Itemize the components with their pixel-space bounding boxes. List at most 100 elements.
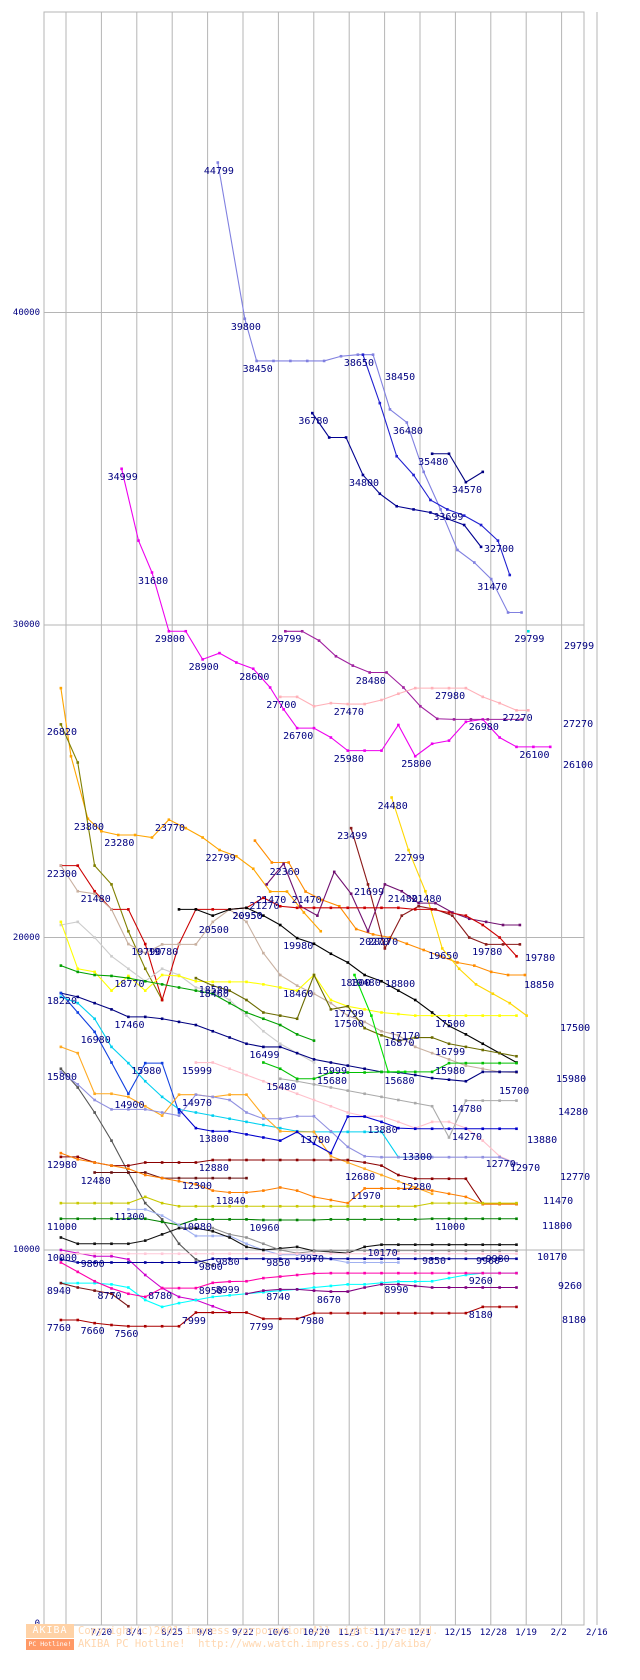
series-point	[76, 889, 80, 893]
series-point	[76, 1158, 80, 1161]
data-point-label: 19780	[525, 953, 556, 964]
series-point	[402, 686, 405, 689]
series-point	[447, 1127, 451, 1131]
data-point-label: 11000	[46, 1221, 77, 1233]
series-point	[194, 943, 198, 946]
series-point	[363, 973, 366, 977]
series-point	[93, 1001, 96, 1005]
series-point	[429, 511, 432, 514]
x-axis-tick-label: 7/20	[90, 1628, 113, 1638]
series-point	[110, 1217, 113, 1221]
series-point	[76, 970, 80, 974]
series-point	[278, 1067, 282, 1071]
data-point-label: 15700	[499, 1086, 530, 1097]
series-point	[295, 1317, 299, 1321]
series-point	[278, 1126, 282, 1130]
series-point	[413, 1252, 417, 1256]
series-point	[194, 1286, 198, 1290]
series-point	[464, 1249, 468, 1252]
data-point-label: 27270	[502, 713, 533, 725]
series-point	[397, 1034, 400, 1037]
data-point-label: 16499	[249, 1049, 280, 1061]
series-point	[349, 892, 353, 896]
series-line	[432, 453, 484, 483]
series-point	[413, 1311, 417, 1315]
series-point	[177, 986, 181, 989]
series-point	[321, 898, 324, 902]
series-point	[295, 695, 299, 699]
series-point	[380, 1034, 383, 1037]
series-point	[295, 1158, 299, 1162]
series-point	[503, 718, 506, 721]
data-point-label: 13800	[198, 1134, 229, 1146]
series-point	[143, 1015, 147, 1019]
series-line	[60, 992, 180, 1113]
data-point-label: 27980	[435, 691, 466, 703]
series-point	[93, 1201, 96, 1205]
series-point	[329, 1001, 333, 1005]
series-line	[60, 1152, 517, 1205]
series-point	[363, 1245, 366, 1249]
series-point	[211, 1281, 215, 1285]
series-point	[363, 749, 366, 752]
series-point	[295, 984, 299, 987]
data-point-label: 22799	[205, 853, 236, 865]
series-point	[334, 654, 338, 658]
series-point	[380, 1261, 383, 1264]
x-axis-tick-label: 1/19	[515, 1628, 537, 1638]
series-point	[177, 1176, 181, 1180]
series-line	[60, 1156, 517, 1205]
series-point	[346, 1158, 350, 1162]
series-point	[464, 1155, 468, 1159]
series-point	[211, 1257, 215, 1261]
series-point	[363, 906, 366, 910]
series-point	[218, 848, 221, 852]
series-point	[211, 1252, 215, 1256]
series-point	[177, 1111, 181, 1114]
x-axis-tick-label: 11/17	[373, 1628, 401, 1638]
series-point	[413, 754, 417, 758]
series-point	[262, 1257, 265, 1261]
series-point	[518, 923, 522, 927]
series-point	[464, 1099, 468, 1102]
series-point	[457, 967, 461, 971]
series-point	[150, 571, 154, 574]
series-point	[380, 906, 383, 910]
series-point	[143, 1261, 147, 1264]
data-point-label: 21480	[387, 894, 418, 906]
series-point	[527, 709, 530, 712]
y-axis-tick-label: 40000	[12, 307, 40, 318]
series-point	[194, 1093, 198, 1096]
series-point	[419, 704, 422, 708]
series-point	[380, 1095, 383, 1099]
series-point	[501, 923, 505, 927]
series-point	[143, 942, 147, 946]
series-point	[498, 1014, 501, 1017]
series-point	[346, 1271, 350, 1275]
series-point	[285, 890, 289, 893]
series-point	[278, 904, 282, 908]
series-point	[262, 1242, 265, 1246]
series-point	[268, 890, 272, 893]
series-line	[60, 1272, 517, 1308]
series-point	[464, 1201, 468, 1205]
series-point	[481, 1305, 485, 1309]
series-point	[268, 686, 272, 689]
series-point	[481, 1127, 485, 1131]
series-point	[498, 1257, 501, 1261]
data-point-label: 32700	[483, 543, 515, 555]
series-point	[127, 974, 130, 978]
series-point	[464, 1273, 468, 1277]
series-point	[299, 904, 302, 908]
series-point	[228, 1236, 231, 1239]
series-point	[413, 1014, 417, 1017]
data-point-label: 28900	[188, 662, 219, 674]
series-point	[160, 1176, 164, 1180]
data-point-label: 20950	[232, 910, 263, 922]
series-point	[464, 1286, 468, 1289]
series-point	[194, 1226, 198, 1230]
series-point	[194, 1111, 198, 1114]
series-point	[194, 989, 198, 992]
series-point	[93, 1161, 96, 1164]
series-point	[481, 1067, 485, 1071]
